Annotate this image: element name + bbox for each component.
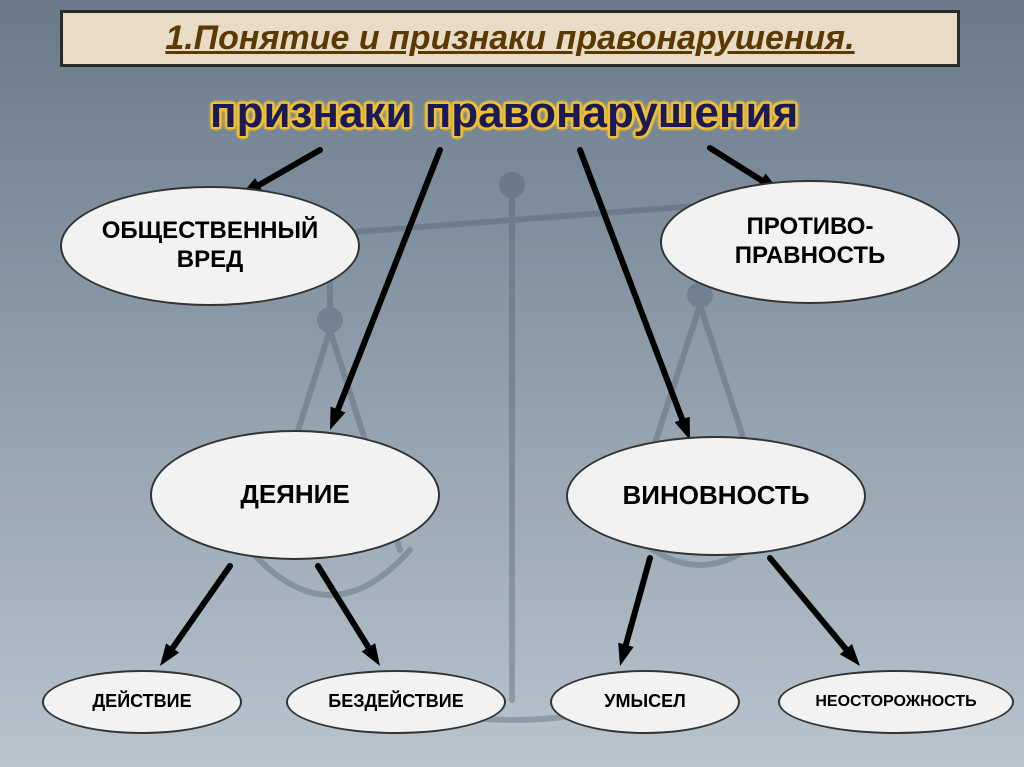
node-intent: УМЫСЕЛ xyxy=(550,670,740,734)
diagram-subtitle: признаки правонарушения xyxy=(210,88,798,138)
node-negligence: НЕОСТОРОЖНОСТЬ xyxy=(778,670,1014,734)
node-act: ДЕЯНИЕ xyxy=(150,430,440,560)
slide-title-text: 1.Понятие и признаки правонарушения. xyxy=(165,19,854,57)
node-inaction: БЕЗДЕЙСТВИЕ xyxy=(286,670,506,734)
slide-title: 1.Понятие и признаки правонарушения. xyxy=(60,10,960,67)
diagram-subtitle-text: признаки правонарушения xyxy=(210,88,798,137)
node-guilt: ВИНОВНОСТЬ xyxy=(566,436,866,556)
node-illegality: ПРОТИВО-ПРАВНОСТЬ xyxy=(660,180,960,304)
node-action: ДЕЙСТВИЕ xyxy=(42,670,242,734)
node-public-harm: ОБЩЕСТВЕННЫЙВРЕД xyxy=(60,186,360,306)
